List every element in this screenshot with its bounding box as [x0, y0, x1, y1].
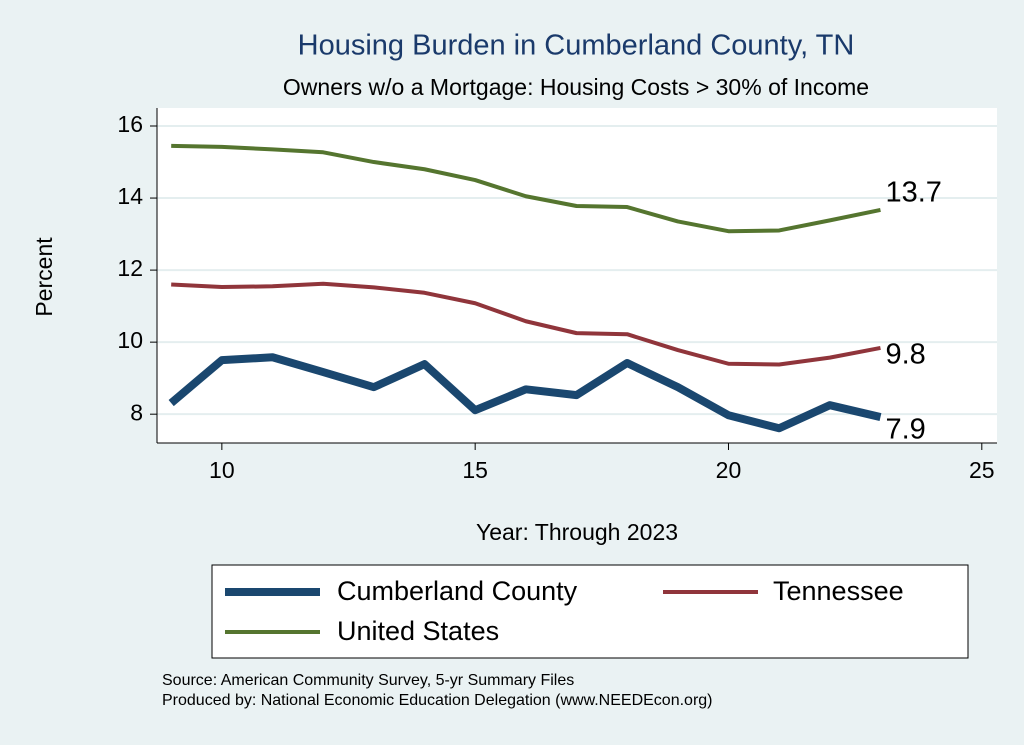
- source-note: Source: American Community Survey, 5-yr …: [162, 672, 574, 689]
- chart-subtitle: Owners w/o a Mortgage: Housing Costs > 3…: [283, 74, 869, 100]
- x-tick-label: 15: [462, 457, 488, 483]
- x-tick-label: 10: [209, 457, 235, 483]
- plot-area: [157, 108, 997, 443]
- chart-title: Housing Burden in Cumberland County, TN: [298, 30, 855, 62]
- legend-label: United States: [337, 616, 499, 646]
- legend-label: Cumberland County: [337, 576, 578, 606]
- y-tick-label: 10: [117, 327, 143, 353]
- value-label: 9.8: [885, 339, 925, 371]
- x-tick-label: 25: [969, 457, 995, 483]
- y-axis-label: Percent: [31, 237, 57, 317]
- producer-note: Produced by: National Economic Education…: [162, 692, 713, 709]
- x-tick-label: 20: [716, 457, 742, 483]
- series-line: [171, 281, 881, 367]
- legend: [211, 564, 969, 659]
- y-tick-label: 14: [117, 183, 143, 209]
- value-label: 7.9: [885, 414, 925, 446]
- legend-label: Tennessee: [773, 576, 904, 606]
- y-tick-label: 8: [130, 399, 143, 425]
- y-tick-label: 12: [117, 255, 143, 281]
- x-axis-label: Year: Through 2023: [476, 519, 678, 545]
- series-line: [168, 353, 882, 433]
- y-tick-label: 16: [117, 111, 143, 137]
- value-label: 13.7: [885, 177, 941, 209]
- series-line: [171, 143, 881, 234]
